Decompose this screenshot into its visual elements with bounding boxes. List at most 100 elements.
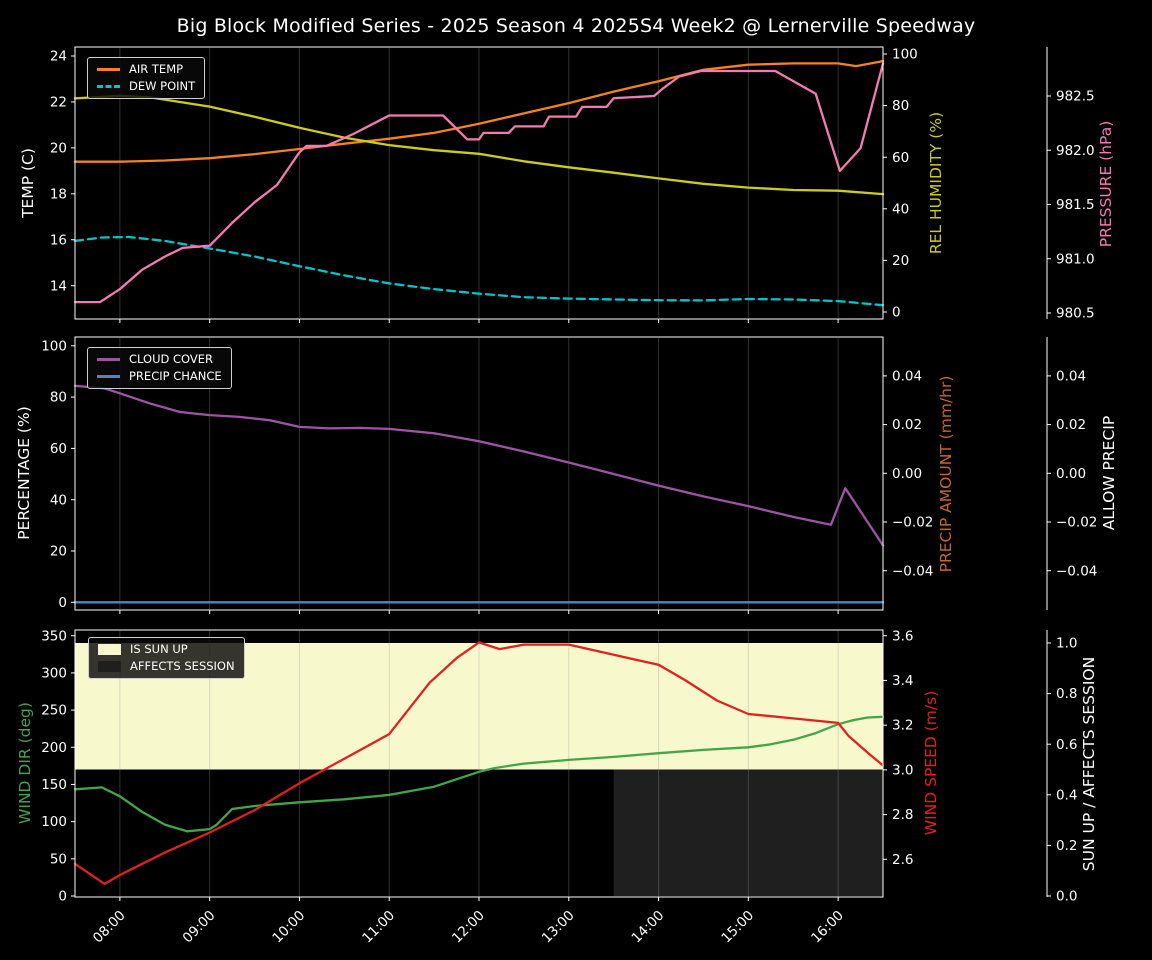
tick-label: 60 xyxy=(50,441,67,457)
tick-label: 350 xyxy=(41,628,67,644)
tick-label: 200 xyxy=(41,740,67,756)
tick-label: 0.02 xyxy=(1056,417,1086,433)
tick-label: 0.00 xyxy=(1056,466,1086,482)
legend-cloud-panel: CLOUD COVER PRECIP CHANCE xyxy=(87,347,232,389)
tick-label: 2.6 xyxy=(892,852,913,868)
tick-label: 3.2 xyxy=(892,718,913,734)
cloud-cover-line-swatch xyxy=(97,358,120,361)
legend-label: DEW POINT xyxy=(129,79,196,93)
x-tick-label: 11:00 xyxy=(359,908,398,947)
tick-label: 0 xyxy=(892,305,901,321)
legend-temp-panel: AIR TEMP DEW POINT xyxy=(87,57,206,99)
tick-label: 982.0 xyxy=(1056,143,1095,159)
legend-label: PRECIP CHANCE xyxy=(129,369,222,383)
figure-title: Big Block Modified Series - 2025 Season … xyxy=(176,15,976,37)
tick-label: 0.4 xyxy=(1056,787,1077,803)
x-tick-label: 10:00 xyxy=(269,908,308,947)
tick-label: 40 xyxy=(50,492,67,508)
legend-item: IS SUN UP xyxy=(98,643,235,656)
x-tick-label: 09:00 xyxy=(180,908,219,947)
tick-label: 0.04 xyxy=(1056,369,1086,385)
tick-label: 980.5 xyxy=(1056,306,1095,322)
y-axis-label-wind-dir: WIND DIR (deg) xyxy=(16,702,34,824)
legend-label: AFFECTS SESSION xyxy=(130,659,235,673)
wind-speed-line xyxy=(73,641,885,886)
pressure-line xyxy=(73,62,885,304)
tick-label: 80 xyxy=(50,390,67,406)
legend-item: AIR TEMP xyxy=(97,63,195,76)
tick-label: 20 xyxy=(50,140,67,156)
tick-label: 100 xyxy=(41,814,67,830)
y-axis-label-precip-amount: PRECIP AMOUNT (mm/hr) xyxy=(937,375,955,573)
tick-label: 250 xyxy=(41,703,67,719)
x-tick-label: 13:00 xyxy=(539,908,578,947)
tick-label: 0 xyxy=(58,595,67,611)
y-axis-label-wind-speed: WIND SPEED (m/s) xyxy=(922,690,940,836)
tick-label: −0.02 xyxy=(1056,515,1097,531)
air-temp-line-swatch xyxy=(97,68,120,71)
tick-label: −0.04 xyxy=(1056,563,1097,579)
tick-label: 0.2 xyxy=(1056,838,1077,854)
legend-label: CLOUD COVER xyxy=(129,352,214,366)
tick-label: 981.5 xyxy=(1056,197,1095,213)
legend-wind-panel: IS SUN UP AFFECTS SESSION xyxy=(88,637,245,679)
tick-label: 18 xyxy=(50,186,67,202)
affects-session-patch-swatch xyxy=(98,661,121,672)
tick-label: −0.04 xyxy=(892,563,933,579)
y-axis-label-temp: TEMP (C) xyxy=(19,148,37,218)
air-temp-line xyxy=(73,59,885,163)
tick-label: 50 xyxy=(50,851,67,867)
tick-label: 80 xyxy=(892,98,909,114)
x-tick-label: 12:00 xyxy=(449,908,488,947)
tick-label: 0.6 xyxy=(1056,737,1077,753)
tick-label: 100 xyxy=(892,47,918,63)
tick-label: 0.04 xyxy=(892,369,922,385)
x-tick-label: 16:00 xyxy=(808,908,847,947)
legend-item: DEW POINT xyxy=(97,80,195,93)
legend-label: IS SUN UP xyxy=(130,642,188,656)
affects-session-band xyxy=(613,769,883,896)
legend-item: PRECIP CHANCE xyxy=(97,370,222,383)
legend-item: CLOUD COVER xyxy=(97,353,222,366)
x-tick-label: 15:00 xyxy=(718,908,757,947)
y-axis-label-allow-precip: ALLOW PRECIP xyxy=(1100,415,1118,531)
tick-label: 2.8 xyxy=(892,807,913,823)
tick-label: 16 xyxy=(50,232,67,248)
tick-label: 0.8 xyxy=(1056,686,1077,702)
tick-label: 40 xyxy=(892,201,909,217)
tick-label: 20 xyxy=(892,253,909,269)
dew-point-line xyxy=(73,235,885,307)
dew-point-line-swatch xyxy=(97,85,120,88)
tick-label: 3.6 xyxy=(892,628,913,644)
y-axis-label-sun-up: SUN UP / AFFECTS SESSION xyxy=(1080,656,1098,872)
legend-item: AFFECTS SESSION xyxy=(98,660,235,673)
tick-label: 60 xyxy=(892,150,909,166)
tick-label: 982.5 xyxy=(1056,89,1095,105)
sun-up-patch-swatch xyxy=(98,644,121,655)
wind-dir-line xyxy=(73,715,885,833)
tick-label: 24 xyxy=(50,49,67,65)
tick-label: 0.02 xyxy=(892,417,922,433)
tick-label: 100 xyxy=(41,338,67,354)
tick-label: 3.0 xyxy=(892,762,913,778)
tick-label: 14 xyxy=(50,278,67,294)
tick-label: 0.0 xyxy=(1056,889,1077,905)
tick-label: 20 xyxy=(50,544,67,560)
tick-label: −0.02 xyxy=(892,515,933,531)
tick-label: 22 xyxy=(50,95,67,111)
precip-chance-line-swatch xyxy=(97,375,120,378)
x-tick-label: 14:00 xyxy=(629,908,668,947)
y-axis-label-percentage: PERCENTAGE (%) xyxy=(15,406,33,540)
x-tick-label: 08:00 xyxy=(90,908,129,947)
tick-label: 981.0 xyxy=(1056,251,1095,267)
y-axis-label-humidity: REL HUMIDITY (%) xyxy=(927,111,945,255)
cloud-cover-line xyxy=(73,384,885,547)
tick-label: 3.4 xyxy=(892,673,913,689)
y-axis-label-pressure: PRESSURE (hPa) xyxy=(1097,120,1115,248)
rel-humidity-line xyxy=(73,94,885,196)
tick-label: 1.0 xyxy=(1056,636,1077,652)
tick-label: 0.00 xyxy=(892,466,922,482)
tick-label: 0 xyxy=(58,889,67,905)
